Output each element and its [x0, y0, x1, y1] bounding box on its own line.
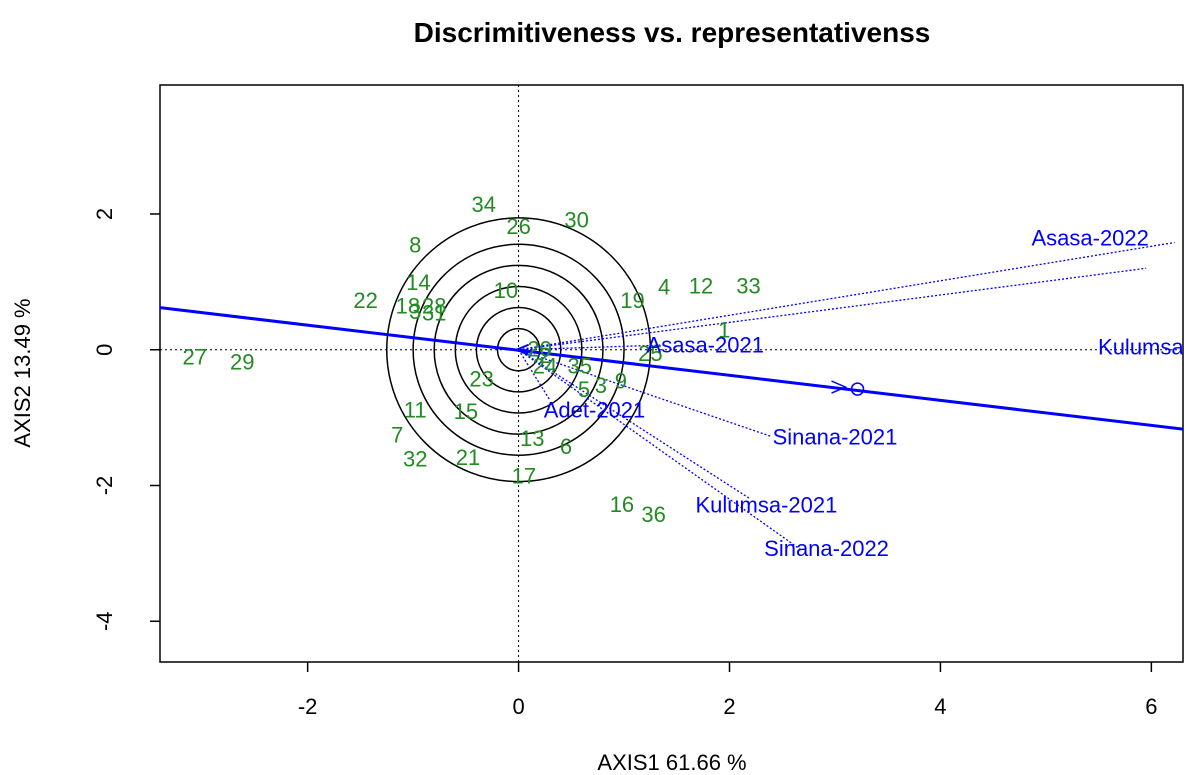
genotype-label: 35: [568, 353, 592, 378]
environment-vector: [518, 349, 551, 401]
genotype-label: 13: [520, 426, 544, 451]
genotype-label: 22: [353, 288, 377, 313]
genotype-label: 16: [610, 492, 634, 517]
genotype-label: 21: [456, 445, 480, 470]
axes: -2 0 2 4 6-4-202: [92, 208, 1157, 719]
environment-vector: [518, 267, 1147, 351]
genotype-label: 23: [469, 366, 493, 391]
x-tick-label: 6: [1145, 694, 1157, 719]
concentric-circle: [385, 217, 652, 483]
x-tick-label: -2: [298, 694, 318, 719]
environment-label: Asasa-2022: [1031, 226, 1148, 251]
y-tick-label: 2: [92, 208, 117, 220]
environment-label: Sinana-2022: [764, 536, 889, 561]
x-tick-label: 4: [934, 694, 946, 719]
genotype-label: 30: [564, 207, 588, 232]
plot-frame: [159, 84, 1184, 663]
genotype-label: 1: [718, 317, 730, 342]
genotype-label: 6: [560, 434, 572, 459]
concentric-circle: [496, 327, 541, 372]
genotype-label: 19: [620, 288, 644, 313]
genotype-label: 15: [454, 399, 478, 424]
genotype-label: 29: [230, 349, 254, 374]
environment-label: Asasa-2021: [647, 332, 764, 357]
concentric-circle: [475, 306, 562, 393]
x-tick-label: 2: [723, 694, 735, 719]
genotype-label: 14: [406, 270, 430, 295]
y-tick-label: 0: [92, 344, 117, 356]
genotype-label: 20: [527, 336, 551, 361]
genotype-label: 28: [422, 294, 446, 319]
genotype-label: 12: [689, 273, 713, 298]
x-axis-label: AXIS1 61.66 %: [597, 750, 746, 775]
genotype-label: 3: [409, 299, 421, 324]
genotype-label: 18: [396, 294, 420, 319]
environment-label: Adet-2021: [544, 397, 646, 422]
genotype-label: 7: [391, 423, 403, 448]
genotype-label: 4: [658, 275, 670, 300]
genotype-label: 2: [539, 343, 551, 368]
genotype-label: 10: [494, 278, 518, 303]
genotype-label: 9: [615, 368, 627, 393]
environment-label: Kulumsa: [1098, 334, 1184, 359]
origin-arrow-head: [513, 343, 529, 356]
genotype-label: 25: [638, 341, 662, 366]
environment-label: Sinana-2021: [773, 425, 898, 450]
x-tick-label: 0: [512, 694, 524, 719]
y-tick-label: -4: [92, 611, 117, 631]
genotype-label: 11: [404, 397, 427, 422]
environment-vector: [518, 241, 1175, 351]
chart-title: Discrimitiveness vs. representativenss: [414, 17, 931, 48]
genotype-label: 27: [183, 345, 207, 370]
environment-vector: [518, 349, 772, 438]
environment-label: Kulumsa-2021: [695, 493, 837, 518]
concentric-circle: [454, 285, 583, 414]
y-tick-label: -2: [92, 476, 117, 496]
genotype-label: 36: [641, 502, 665, 527]
axis-arrow-head: [831, 380, 848, 394]
concentric-circle: [433, 264, 604, 435]
environment-vector: [518, 344, 667, 351]
concentric-circle: [412, 243, 625, 456]
y-axis-label: AXIS2 13.49 %: [10, 298, 35, 447]
genotype-label: 32: [403, 446, 427, 471]
genotype-label: 34: [472, 192, 496, 217]
genotype-label: 24: [533, 353, 557, 378]
average-environment-marker: [850, 382, 865, 396]
average-environment-axis: [160, 306, 1183, 431]
genotype-label: 33: [736, 273, 760, 298]
genotype-label: 8: [409, 233, 421, 258]
genotype-label: 26: [506, 214, 530, 239]
genotype-label: 3: [595, 373, 607, 398]
genotype-label: 31: [422, 300, 446, 325]
environment-vector: [518, 349, 802, 551]
environment-vector: [518, 349, 751, 500]
genotype-label: 5: [578, 377, 590, 402]
genotype-label: 17: [512, 463, 536, 488]
